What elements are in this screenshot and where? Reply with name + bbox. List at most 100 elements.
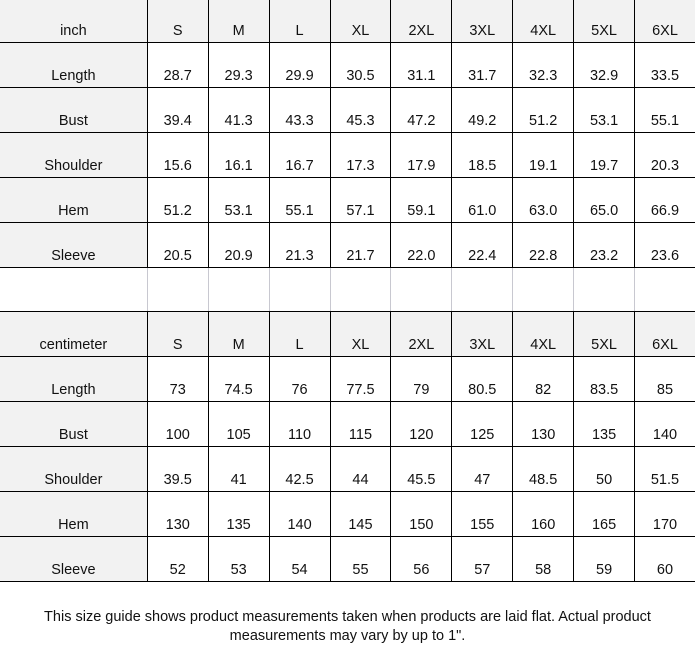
measurement-label: Sleeve (0, 223, 147, 267)
measurement-value: 54 (268, 537, 330, 581)
size-header: L (268, 312, 330, 356)
size-header: M (207, 0, 269, 42)
measurement-value: 32.9 (573, 43, 634, 87)
measurement-label: Shoulder (0, 447, 147, 491)
measurement-value: 31.1 (390, 43, 451, 87)
inch-size-table: inch S M L XL 2XL 3XL 4XL 5XL 6XL Length 28.7 29.3 29… (0, 0, 695, 268)
measurement-value: 77.5 (329, 357, 391, 401)
table-row: Length 73 74.5 76 77.5 79 80.5 82 83.5 85 (0, 357, 695, 402)
measurement-value: 59 (573, 537, 634, 581)
measurement-value: 23.6 (634, 223, 695, 267)
table-row: Hem 130 135 140 145 150 155 160 165 170 (0, 492, 695, 537)
size-header: 6XL (634, 0, 695, 42)
measurement-value: 43.3 (268, 88, 330, 132)
measurement-value: 16.7 (268, 133, 330, 177)
measurement-value: 21.7 (329, 223, 391, 267)
measurement-value: 80.5 (451, 357, 512, 401)
measurement-value: 41.3 (207, 88, 269, 132)
measurement-value: 59.1 (390, 178, 451, 222)
size-guide-note: This size guide shows product measuremen… (44, 609, 651, 644)
measurement-value: 165 (573, 492, 634, 536)
size-header: 5XL (573, 0, 635, 42)
measurement-value: 47.2 (390, 88, 451, 132)
size-header: L (268, 0, 330, 42)
measurement-value: 61.0 (451, 178, 512, 222)
measurement-value: 29.9 (268, 43, 330, 87)
measurement-value: 53.1 (573, 88, 634, 132)
table-row: Hem 51.2 53.1 55.1 57.1 59.1 61.0 63.0 65.0 66.9 (0, 178, 695, 223)
measurement-value: 74.5 (207, 357, 269, 401)
measurement-value: 57.1 (329, 178, 391, 222)
measurement-value: 44 (329, 447, 391, 491)
measurement-value: 29.3 (207, 43, 269, 87)
measurement-value: 17.3 (329, 133, 391, 177)
measurement-value: 31.7 (451, 43, 512, 87)
measurement-value: 48.5 (512, 447, 573, 491)
measurement-value: 130 (146, 492, 208, 536)
measurement-value: 85 (634, 357, 695, 401)
measurement-value: 53.1 (207, 178, 269, 222)
measurement-value: 58 (512, 537, 573, 581)
measurement-value: 20.9 (207, 223, 269, 267)
measurement-value: 33.5 (634, 43, 695, 87)
measurement-value: 17.9 (390, 133, 451, 177)
table-row: Sleeve 20.5 20.9 21.3 21.7 22.0 22.4 22.8 23.2 23… (0, 223, 695, 268)
measurement-value: 18.5 (451, 133, 512, 177)
size-header: M (207, 312, 269, 356)
measurement-value: 82 (512, 357, 573, 401)
measurement-value: 100 (146, 402, 208, 446)
measurement-value: 22.0 (390, 223, 451, 267)
measurement-label: Shoulder (0, 133, 147, 177)
measurement-value: 52 (146, 537, 208, 581)
measurement-value: 47 (451, 447, 512, 491)
size-header: 6XL (634, 312, 695, 356)
measurement-label: Length (0, 357, 147, 401)
size-header: 5XL (573, 312, 635, 356)
measurement-value: 32.3 (512, 43, 573, 87)
measurement-value: 140 (634, 402, 695, 446)
measurement-value: 110 (268, 402, 330, 446)
measurement-value: 150 (390, 492, 451, 536)
measurement-value: 55 (329, 537, 391, 581)
measurement-value: 45.3 (329, 88, 391, 132)
table-header-row: inch S M L XL 2XL 3XL 4XL 5XL 6XL (0, 0, 695, 43)
measurement-value: 135 (207, 492, 269, 536)
measurement-value: 50 (573, 447, 634, 491)
measurement-value: 53 (207, 537, 269, 581)
measurement-label: Length (0, 43, 147, 87)
measurement-value: 83.5 (573, 357, 634, 401)
size-header: S (146, 0, 208, 42)
measurement-value: 41 (207, 447, 269, 491)
table-row: Bust 100 105 110 115 120 125 130 135 140 (0, 402, 695, 447)
measurement-value: 140 (268, 492, 330, 536)
measurement-value: 16.1 (207, 133, 269, 177)
measurement-label: Hem (0, 492, 147, 536)
measurement-value: 22.8 (512, 223, 573, 267)
measurement-value: 115 (329, 402, 391, 446)
table-row: Sleeve 52 53 54 55 56 57 58 59 60 (0, 537, 695, 582)
measurement-value: 65.0 (573, 178, 634, 222)
measurement-value: 60 (634, 537, 695, 581)
size-header: 3XL (451, 0, 513, 42)
measurement-value: 20.3 (634, 133, 695, 177)
measurement-value: 28.7 (146, 43, 208, 87)
measurement-label: Bust (0, 88, 147, 132)
measurement-value: 55.1 (634, 88, 695, 132)
unit-label: inch (0, 0, 147, 42)
measurement-value: 76 (268, 357, 330, 401)
size-header: 4XL (512, 312, 574, 356)
measurement-value: 56 (390, 537, 451, 581)
measurement-value: 15.6 (146, 133, 208, 177)
measurement-value: 66.9 (634, 178, 695, 222)
measurement-value: 39.4 (146, 88, 208, 132)
measurement-value: 20.5 (146, 223, 208, 267)
table-row: Bust 39.4 41.3 43.3 45.3 47.2 49.2 51.2 53.1 55.1 (0, 88, 695, 133)
measurement-value: 105 (207, 402, 269, 446)
measurement-value: 79 (390, 357, 451, 401)
measurement-value: 49.2 (451, 88, 512, 132)
measurement-value: 51.5 (634, 447, 695, 491)
measurement-label: Bust (0, 402, 147, 446)
table-header-row: centimeter S M L XL 2XL 3XL 4XL 5XL 6XL (0, 312, 695, 357)
table-row: Length 28.7 29.3 29.9 30.5 31.1 31.7 32.3 32.9 33… (0, 43, 695, 88)
unit-label: centimeter (0, 312, 147, 356)
